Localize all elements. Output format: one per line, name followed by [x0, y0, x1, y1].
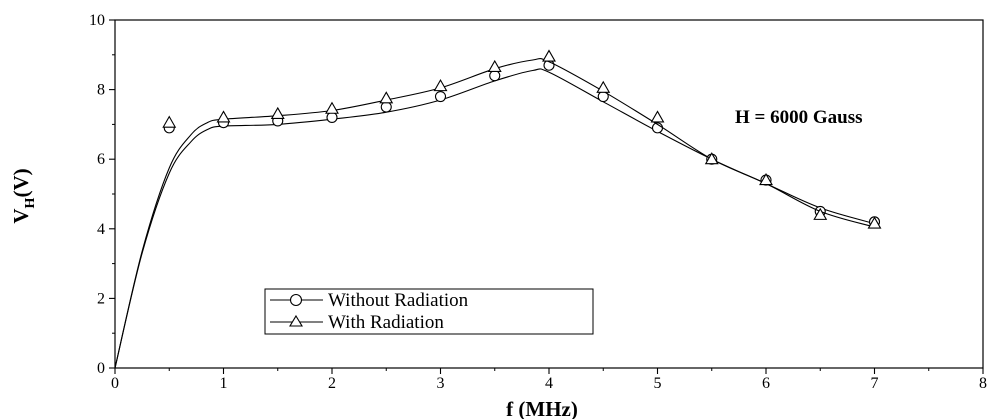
- y-tick-label: 0: [97, 360, 105, 377]
- legend: Without Radiation With Radiation: [264, 288, 594, 335]
- data-point-circle: [434, 91, 447, 103]
- legend-item-with-radiation: With Radiation: [270, 312, 444, 333]
- svg-text:VH(V): VH(V): [9, 168, 38, 223]
- y-axis-title-main: V: [9, 208, 33, 223]
- data-point-circle: [489, 70, 501, 82]
- y-tick-label: 6: [97, 151, 105, 168]
- data-point-triangle: [162, 115, 177, 128]
- y-tick-label: 4: [97, 221, 105, 238]
- x-tick-label: 3: [437, 375, 445, 392]
- data-point-triangle: [867, 216, 882, 229]
- x-axis-ticks: 0 1 2 3 4 5 6 7 8: [111, 368, 987, 392]
- data-point-triangle: [542, 49, 556, 62]
- series-layer: [114, 49, 882, 369]
- y-axis-title-subscript: H: [23, 197, 38, 208]
- x-tick-label: 8: [979, 375, 987, 392]
- data-point-triangle: [379, 91, 394, 104]
- data-point-triangle: [650, 110, 665, 123]
- legend-triangle-marker: [289, 314, 303, 327]
- y-axis-title: VH(V): [9, 168, 38, 223]
- y-tick-label: 10: [89, 12, 105, 29]
- data-point-triangle: [759, 172, 773, 186]
- data-point-triangle: [270, 106, 285, 120]
- y-tick-label: 8: [97, 82, 105, 99]
- series-with-radiation: [114, 49, 882, 369]
- data-point-triangle: [433, 79, 448, 92]
- data-point-circle: [326, 111, 338, 123]
- y-axis-ticks: 0 2 4 6 8 10: [89, 12, 115, 377]
- x-tick-label: 6: [762, 375, 770, 392]
- data-point-triangle: [487, 59, 502, 73]
- legend-label: Without Radiation: [328, 290, 469, 311]
- data-point-triangle: [325, 101, 339, 114]
- x-tick-label: 5: [654, 375, 662, 392]
- data-point-triangle: [216, 110, 231, 123]
- data-point-circle: [380, 101, 392, 113]
- x-axis-title: f (MHz): [506, 397, 578, 419]
- legend-item-without-radiation: Without Radiation: [270, 290, 469, 311]
- data-point-triangle: [596, 80, 611, 93]
- x-tick-label: 7: [871, 375, 879, 392]
- field-annotation: H = 6000 Gauss: [735, 107, 863, 128]
- x-tick-label: 4: [545, 375, 553, 392]
- x-tick-label: 2: [328, 375, 336, 392]
- data-point-triangle: [704, 152, 719, 165]
- y-tick-label: 2: [97, 290, 105, 307]
- legend-box: [264, 288, 594, 335]
- y-axis-title-unit: (V): [9, 168, 33, 197]
- x-tick-label: 1: [220, 375, 228, 392]
- legend-circle-marker: [289, 293, 303, 307]
- legend-label: With Radiation: [328, 312, 444, 333]
- data-point-triangle: [813, 207, 828, 220]
- x-tick-label: 0: [111, 375, 119, 392]
